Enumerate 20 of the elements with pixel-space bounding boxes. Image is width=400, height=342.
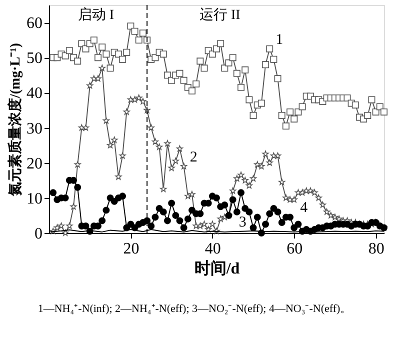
annotation: 运行 II [199, 7, 241, 23]
annotation: 4 [300, 200, 308, 216]
annotation: 2 [190, 149, 198, 166]
annotation: 1 [276, 32, 284, 48]
y-tick-label: 30 [26, 120, 42, 138]
y-tick-label: 40 [26, 85, 42, 102]
y-tick-label: 0 [34, 226, 42, 242]
x-tick-label: 40 [204, 240, 221, 258]
y-axis-title: 氮元素质量浓度/(mg·L⁻¹) [6, 42, 24, 198]
y-tick-label: 20 [26, 155, 42, 172]
annotation: 3 [238, 214, 246, 231]
annotation: 启动 I [78, 7, 114, 23]
x-axis-title: 时间/d [194, 260, 240, 278]
text: 1—NH₄⁺-N(inf); 2—NH₄⁺-N(eff); 3—NO₂⁻-N(eff); 4—NO₃⁻-N(eff)。 [38, 303, 352, 315]
y-tick-label: 10 [26, 190, 42, 208]
x-tick-label: 20 [123, 240, 140, 258]
y-tick-label: 50 [26, 50, 42, 68]
y-tick-label: 60 [26, 15, 42, 32]
x-tick-label: 60 [286, 240, 303, 258]
x-tick-label: 80 [368, 240, 384, 258]
